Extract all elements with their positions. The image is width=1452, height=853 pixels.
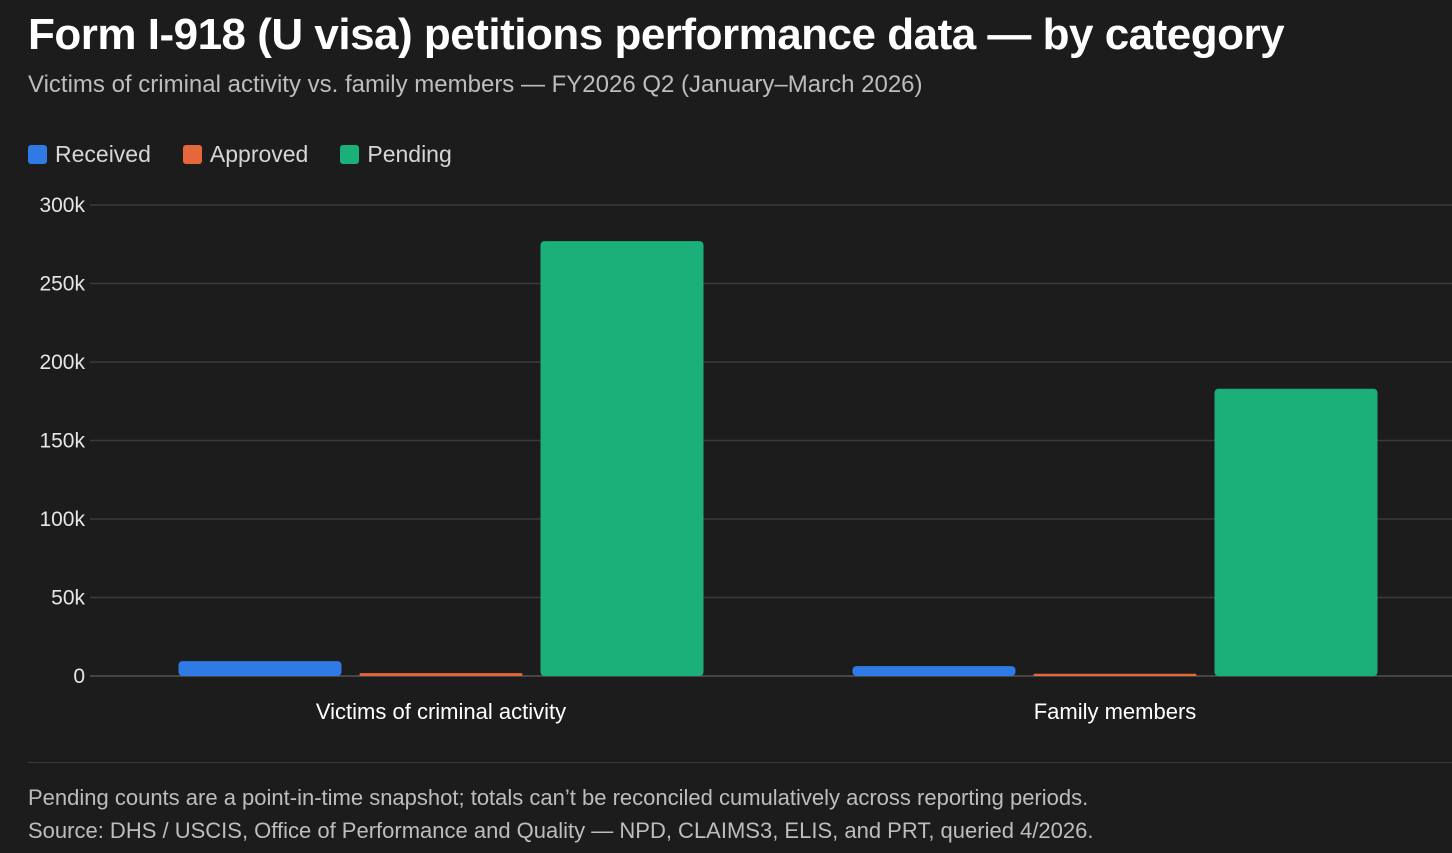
y-tick-label: 200k — [39, 351, 85, 374]
bar-received-1[interactable] — [178, 661, 342, 676]
y-tick-label: 50k — [51, 587, 85, 610]
legend-item-pending[interactable]: Pending — [340, 141, 452, 168]
bar-approved-2[interactable] — [1033, 673, 1197, 676]
footer-source: Source: DHS / USCIS, Office of Performan… — [28, 818, 1094, 843]
y-tick-label: 150k — [39, 430, 85, 453]
bars — [178, 241, 1378, 677]
x-category-label: Family members — [1034, 699, 1197, 724]
legend-swatch-pending — [340, 145, 360, 164]
y-axis-ticks: 0 50k 100k 150k 200k 250k 300k — [39, 194, 85, 688]
y-tick-label: 100k — [39, 508, 85, 531]
legend-swatch-approved — [182, 145, 202, 164]
y-tick-label: 300k — [39, 194, 85, 217]
legend-label-received: Received — [55, 141, 151, 167]
x-category-label: Victims of criminal activity — [316, 699, 566, 724]
legend-label-approved: Approved — [209, 141, 309, 167]
footer-note: Pending counts are a point-in-time snaps… — [28, 785, 1089, 810]
chart-title: Form I-918 (U visa) petitions performanc… — [28, 10, 1285, 59]
legend-item-approved[interactable]: Approved — [182, 141, 309, 168]
footer-divider — [28, 762, 1452, 763]
x-axis-labels: Victims of criminal activity Family membe… — [316, 699, 1196, 724]
y-tick-label: 250k — [39, 273, 85, 296]
bar-received-2[interactable] — [852, 666, 1016, 676]
bar-chart: 0 50k 100k 150k 200k 250k 300k Victims of crim… — [39, 194, 1452, 724]
y-tick-label: 0 — [73, 665, 85, 688]
legend-label-pending: Pending — [367, 141, 452, 167]
chart-subtitle: Victims of criminal activity vs. family … — [28, 71, 923, 98]
bar-approved-1[interactable] — [359, 673, 523, 676]
legend-swatch-received — [28, 145, 47, 164]
bar-pending-1[interactable] — [540, 241, 704, 677]
bar-pending-2[interactable] — [1214, 388, 1378, 676]
chart-legend: Received Approved Pending — [28, 141, 452, 168]
legend-item-received[interactable]: Received — [28, 141, 151, 168]
